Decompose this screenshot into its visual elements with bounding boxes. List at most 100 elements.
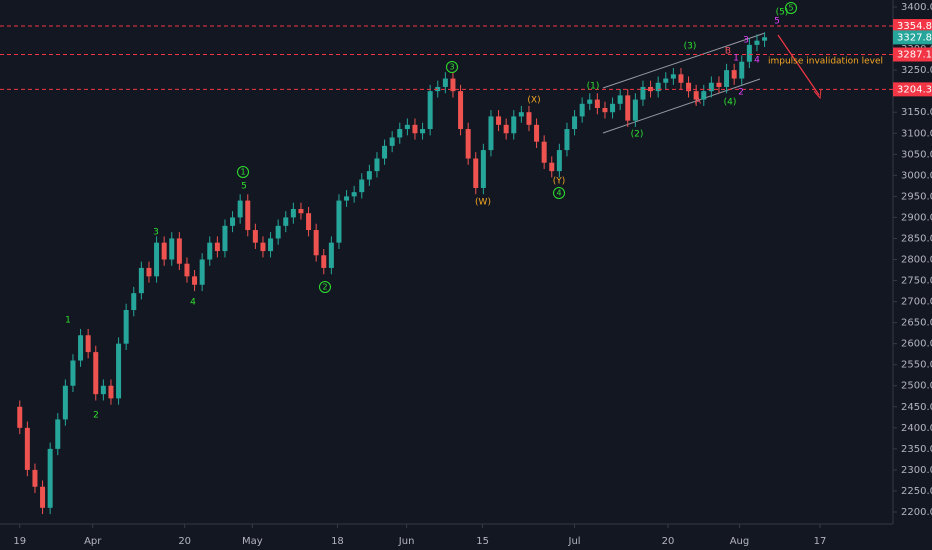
wave-label: 2 <box>93 411 99 421</box>
candle-body <box>716 82 722 87</box>
y-tick-label: 2600.0 <box>901 339 932 350</box>
x-tick-label: Jul <box>568 536 581 547</box>
y-tick-label: 2500.0 <box>901 381 932 392</box>
wave-label: (2) <box>631 130 644 140</box>
wave-label: A <box>695 97 702 107</box>
candle-body <box>746 44 752 62</box>
candle-body <box>214 242 220 252</box>
candle-body <box>465 129 471 159</box>
candle-body <box>739 61 745 79</box>
last-price-label: 3327.8 <box>897 32 932 43</box>
candle-body <box>374 158 380 172</box>
level-label: 3287.1 <box>897 50 932 61</box>
wave-label: 4 <box>190 298 196 308</box>
y-tick-label: 2800.0 <box>901 255 932 266</box>
x-tick-label: 15 <box>476 536 489 547</box>
level-badge <box>893 82 932 97</box>
wave-label: impulse invalidation level <box>768 57 883 67</box>
y-tick-label: 2650.0 <box>901 318 932 329</box>
wave-label: (W) <box>475 198 491 208</box>
candle-body <box>534 124 540 142</box>
candle-body <box>701 91 707 100</box>
candle-body <box>252 230 258 243</box>
wave-label: (4) <box>724 98 737 108</box>
candle-body <box>169 238 175 260</box>
candle-body <box>572 116 578 130</box>
candle-body <box>754 40 760 45</box>
level-label: 3204.3 <box>897 84 932 95</box>
wave-label: 3 <box>743 36 749 46</box>
candle-body <box>78 335 84 361</box>
candle-body <box>62 385 68 420</box>
wave-label: (Y) <box>553 177 566 187</box>
candle-body <box>290 209 296 218</box>
candle-body <box>564 129 570 151</box>
candle-body <box>632 99 638 121</box>
candle-body <box>389 137 395 146</box>
candle-body <box>199 259 205 285</box>
candle-body <box>678 74 684 83</box>
x-tick-label: Aug <box>730 536 750 547</box>
candle-body <box>222 225 228 252</box>
wave-circle <box>553 187 565 199</box>
wave-label: 3 <box>449 63 454 72</box>
wave-circle <box>785 2 797 14</box>
y-tick-label: 2300.0 <box>901 465 932 476</box>
candle-body <box>192 276 198 285</box>
wave-label: (5) <box>776 8 789 18</box>
candle-body <box>344 196 350 201</box>
wave-label: 3 <box>153 228 159 238</box>
candle-body <box>526 112 532 125</box>
y-tick-label: 2900.0 <box>901 212 932 223</box>
candle-body <box>518 112 524 117</box>
candle-body <box>100 385 106 395</box>
y-tick-label: 2950.0 <box>901 191 932 202</box>
candle-body <box>480 150 486 188</box>
candle-body <box>663 78 669 83</box>
candle-body <box>154 242 160 277</box>
candle-body <box>184 263 190 277</box>
candle-body <box>351 192 357 197</box>
wave-label: 5 <box>774 17 780 27</box>
y-tick-label: 3250.0 <box>901 65 932 76</box>
y-tick-label: 2250.0 <box>901 486 932 497</box>
y-tick-label: 2200.0 <box>901 507 932 518</box>
candle-body <box>397 129 403 138</box>
candle-body <box>404 124 410 130</box>
channel-upper <box>602 32 766 89</box>
x-tick-label: 17 <box>814 536 827 547</box>
candle-body <box>268 238 274 252</box>
candle-body <box>762 37 768 41</box>
candle-body <box>549 162 555 172</box>
x-tick-label: May <box>242 536 263 547</box>
candle-body <box>245 200 251 231</box>
candle-body <box>473 158 479 188</box>
level-badge <box>893 19 932 34</box>
candle-body <box>328 242 334 268</box>
candle-body <box>602 108 608 113</box>
wave-label: 5 <box>788 4 793 13</box>
candle-body <box>708 82 714 92</box>
arrow-head <box>813 88 822 100</box>
x-tick-label: Jun <box>398 536 415 547</box>
candle-body <box>625 95 631 121</box>
candle-body <box>724 70 730 87</box>
y-tick-label: 2400.0 <box>901 423 932 434</box>
last-price-badge <box>893 30 932 45</box>
candle-body <box>40 486 46 508</box>
y-tick-label: 2750.0 <box>901 276 932 287</box>
candle-body <box>579 103 585 117</box>
candle-body <box>176 238 182 264</box>
wave-label: B <box>725 47 731 57</box>
y-tick-label: 2350.0 <box>901 444 932 455</box>
candle-body <box>366 171 372 180</box>
wave-label: (X) <box>527 96 540 106</box>
candle-body <box>17 406 23 428</box>
candle-body <box>93 352 99 395</box>
candle-body <box>617 95 623 104</box>
candle-body <box>458 91 464 130</box>
candle-body <box>693 91 699 100</box>
candle-body <box>260 242 266 252</box>
